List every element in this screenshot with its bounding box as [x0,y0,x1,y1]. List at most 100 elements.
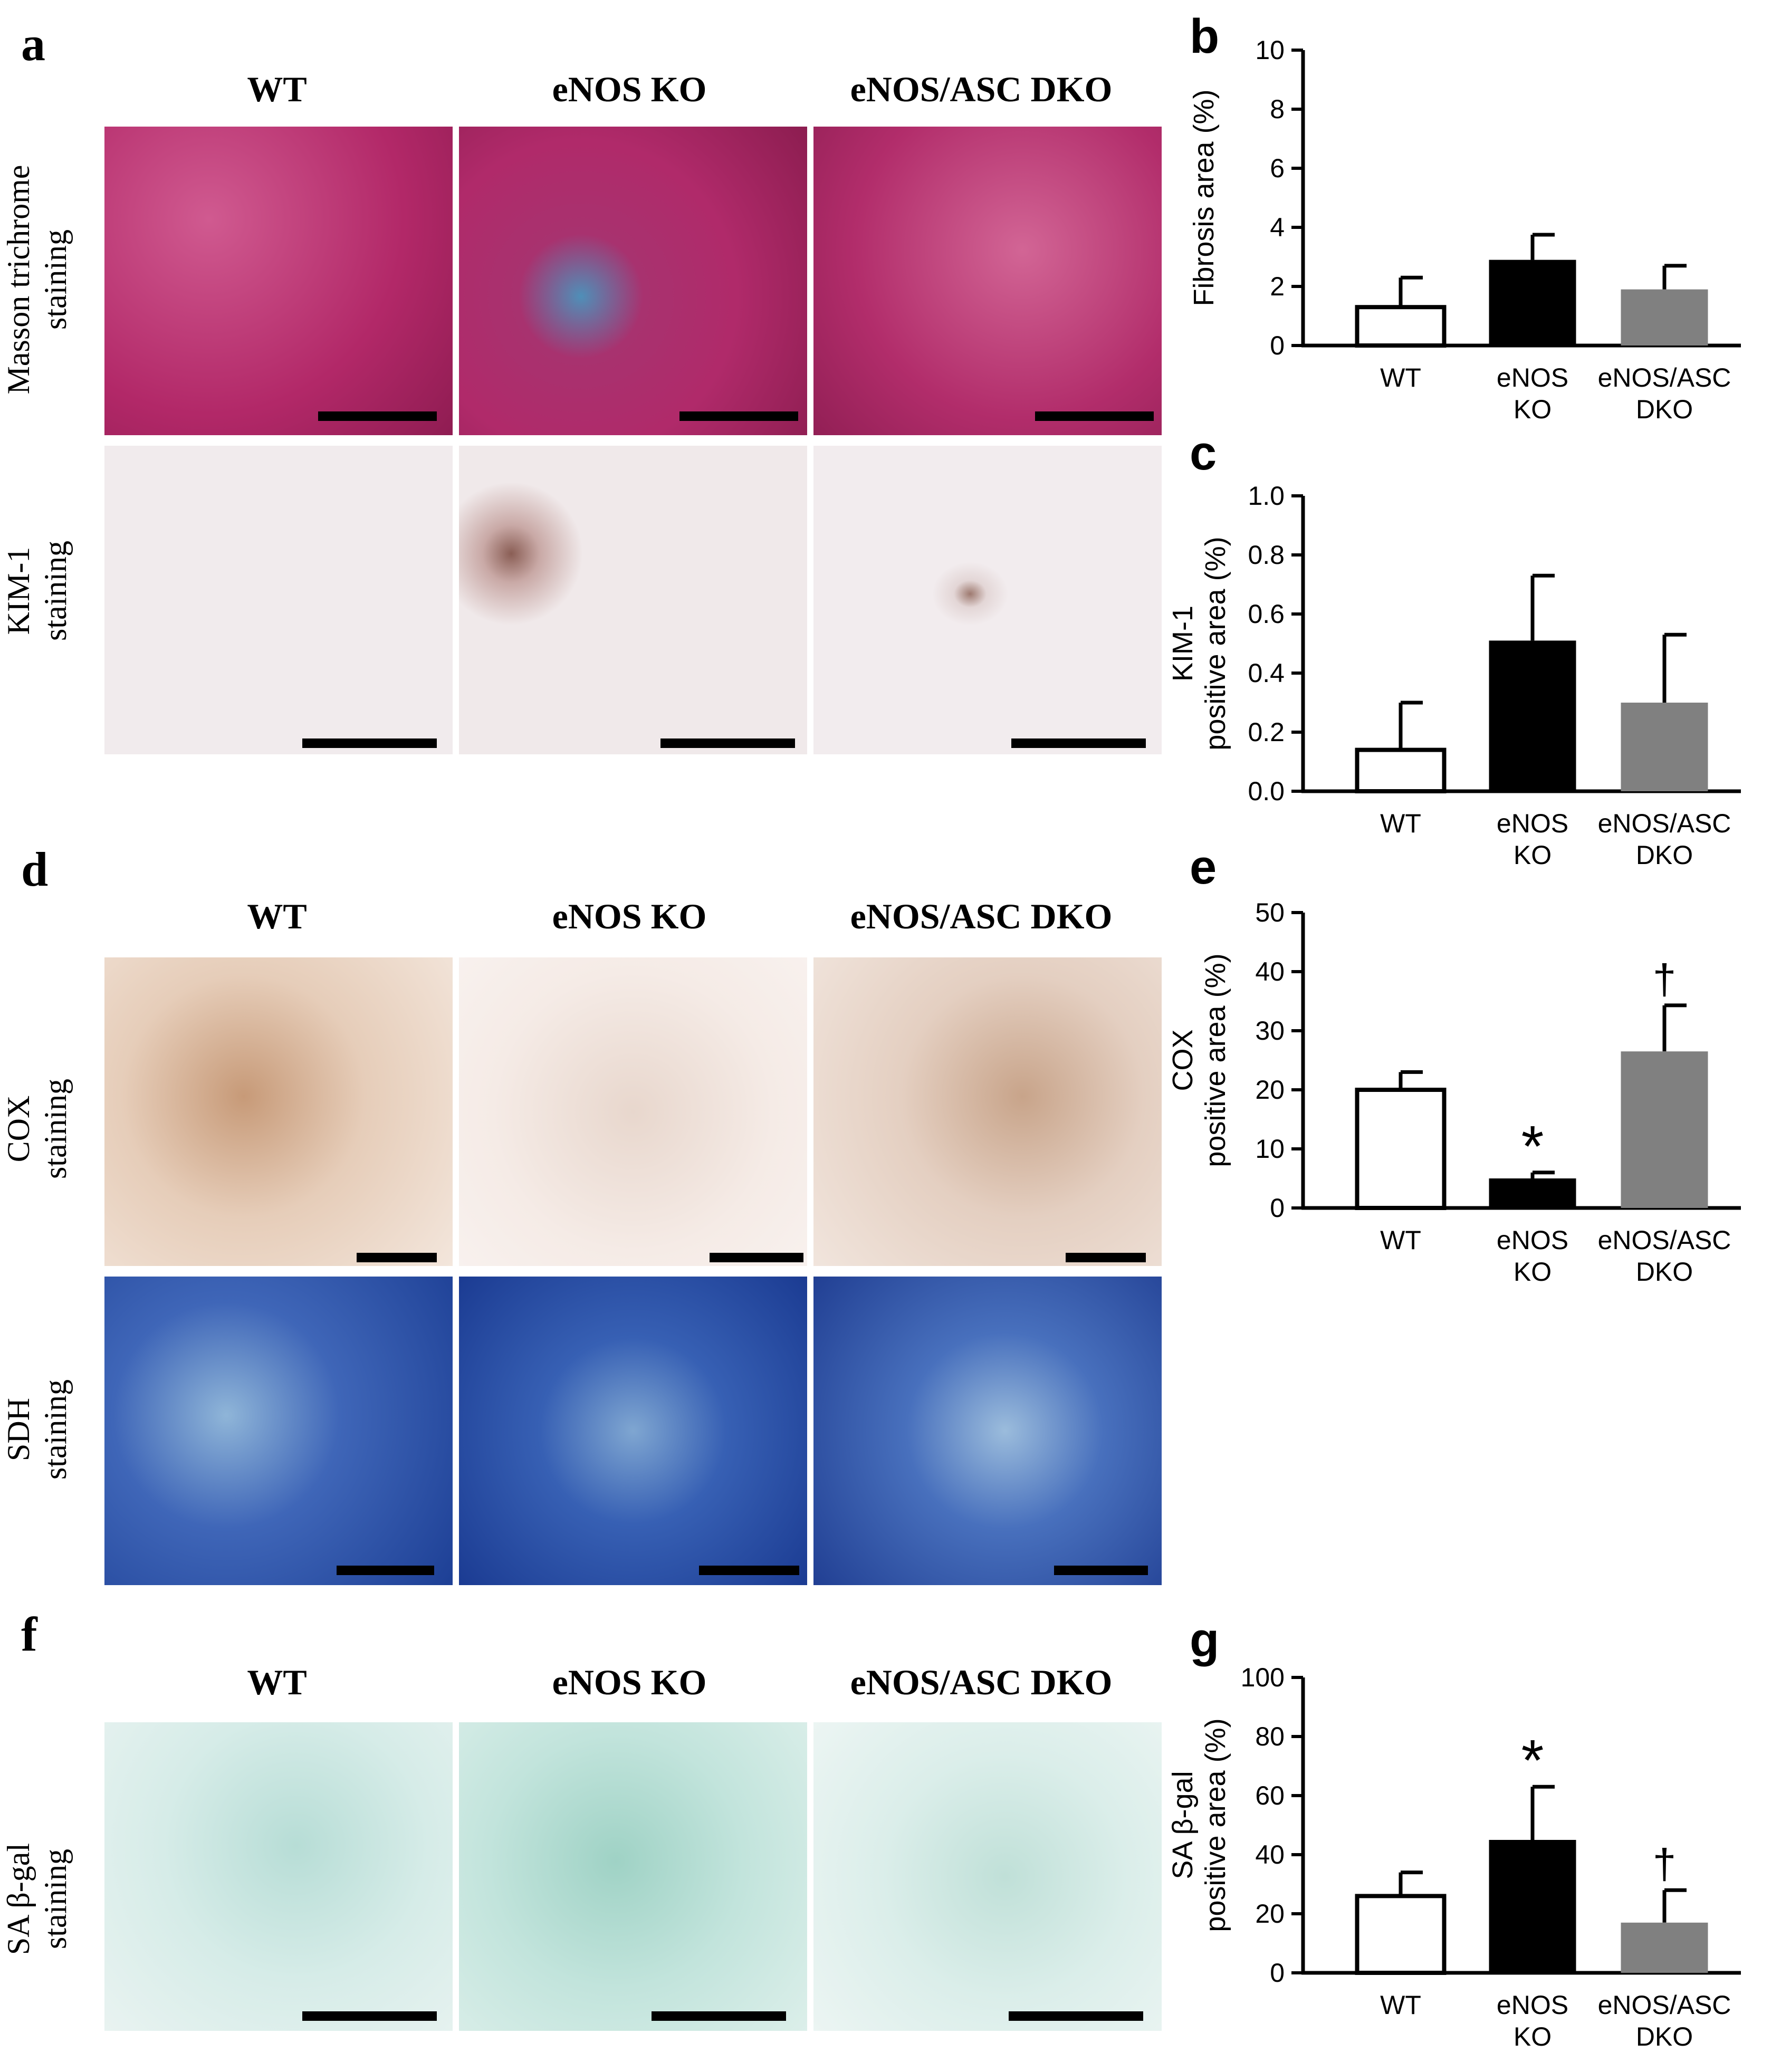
micrograph-sa-beta-gal-dko [813,1722,1162,2031]
category-label: KO [1514,395,1552,424]
y-tick-label: 80 [1255,1722,1285,1751]
significance-dagger: † [1653,1840,1677,1887]
panel-label-c: c [1190,426,1217,480]
micrograph-cox-wt [104,957,453,1266]
y-axis-label: SA β-gal [1167,1771,1199,1879]
scale-bar [318,411,437,421]
bar [1489,1840,1576,1973]
y-tick-label: 40 [1255,1840,1285,1869]
micrograph-sdh-dko [813,1277,1162,1585]
panel-label-a: a [21,17,45,71]
y-tick-label: 0.6 [1248,599,1285,629]
bar [1489,1178,1576,1208]
category-label: eNOS [1497,363,1568,392]
column-header-dko: eNOS/ASC DKO [850,896,1113,936]
category-label: eNOS [1497,1225,1568,1255]
micrograph-sdh-wt [104,1277,453,1585]
y-tick-label: 0 [1270,331,1285,360]
scale-bar [302,2011,437,2021]
scale-bar [1054,1566,1148,1575]
column-header-wt: WT [247,896,307,936]
micrograph-kim1-enos-ko [459,446,807,754]
column-header-enos-ko: eNOS KO [552,69,707,109]
micrograph-cox-dko [813,957,1162,1266]
bar [1355,305,1447,348]
panel-label-b: b [1190,9,1219,63]
bar [1355,1894,1447,1975]
scale-bar [302,738,437,748]
bar [1355,1088,1447,1210]
scale-bar [357,1253,437,1262]
y-tick-label: 20 [1255,1075,1285,1105]
panel-label-e: e [1190,840,1217,894]
category-label: KO [1514,1257,1552,1287]
y-axis-label: KIM-1 [1167,606,1199,682]
category-label: eNOS/ASC [1598,363,1731,392]
scale-bar [1035,411,1154,421]
category-label: eNOS/ASC [1598,1990,1731,2020]
category-label: WT [1380,1225,1421,1255]
column-header-wt: WT [247,69,307,109]
y-tick-label: 60 [1255,1781,1285,1810]
y-tick-label: 0.0 [1248,776,1285,806]
significance-asterisk: * [1521,1114,1544,1179]
bar [1621,703,1708,791]
scale-bar [710,1253,803,1262]
micrograph-masson-dko [813,127,1162,435]
y-tick-label: 30 [1255,1016,1285,1045]
y-tick-label: 10 [1255,35,1285,65]
y-tick-label: 0.2 [1248,717,1285,747]
category-label: KO [1514,840,1552,870]
column-header-enos-ko: eNOS KO [552,896,707,936]
y-axis-label: positive area (%) [1200,1718,1231,1932]
y-axis-label: positive area (%) [1200,953,1231,1167]
y-tick-label: 20 [1255,1899,1285,1929]
y-tick-label: 1.0 [1248,481,1285,511]
y-tick-label: 0.8 [1248,540,1285,570]
significance-dagger: † [1653,956,1677,1003]
category-label: KO [1514,2022,1552,2051]
category-label: eNOS [1497,1990,1568,2020]
y-tick-label: 8 [1270,94,1285,124]
category-label: WT [1380,1990,1421,2020]
micrograph-sdh-enos-ko [459,1277,807,1585]
micrograph-masson-wt [104,127,453,435]
bar [1489,640,1576,791]
y-tick-label: 0 [1270,1193,1285,1223]
category-label: DKO [1636,1257,1693,1287]
scale-bar [1009,2011,1143,2021]
bar [1621,1051,1708,1208]
y-axis-label: Fibrosis area (%) [1188,89,1220,306]
scale-bar [337,1566,434,1575]
micrograph-masson-enos-ko [459,127,807,435]
category-label: DKO [1636,840,1693,870]
category-label: eNOS [1497,809,1568,838]
column-header-wt: WT [247,1662,307,1702]
bar [1621,1922,1708,1973]
category-label: DKO [1636,2022,1693,2051]
panel-label-g: g [1190,1613,1219,1667]
y-tick-label: 10 [1255,1134,1285,1164]
column-header-dko: eNOS/ASC DKO [850,69,1113,109]
scale-bar [660,738,795,748]
bar [1489,260,1576,346]
category-label: eNOS/ASC [1598,809,1731,838]
scale-bar [699,1566,799,1575]
micrograph-cox-enos-ko [459,957,807,1266]
bar [1621,289,1708,346]
y-tick-label: 100 [1241,1663,1285,1692]
y-tick-label: 0.4 [1248,658,1285,688]
micrograph-sa-beta-gal-enos-ko [459,1722,807,2031]
y-tick-label: 6 [1270,154,1285,183]
category-label: eNOS/ASC [1598,1225,1731,1255]
y-axis-label: COX [1167,1029,1199,1091]
category-label: WT [1380,809,1421,838]
scale-bar [1066,1253,1146,1262]
y-tick-label: 0 [1270,1958,1285,1988]
significance-asterisk: * [1521,1728,1544,1793]
scale-bar [679,411,798,421]
micrograph-kim1-dko [813,446,1162,754]
panel-label-d: d [21,842,49,896]
micrograph-kim1-wt [104,446,453,754]
